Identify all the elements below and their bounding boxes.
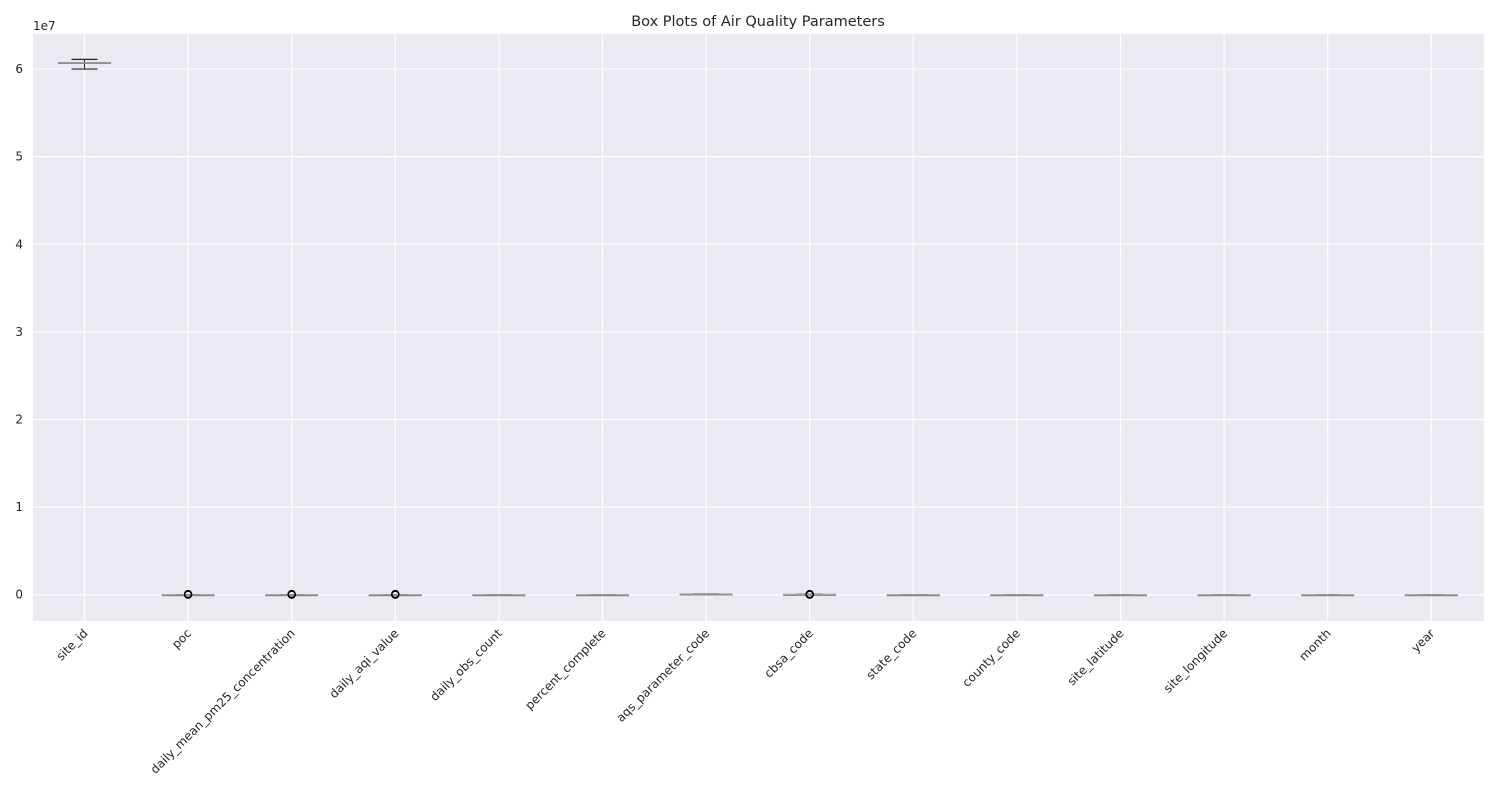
y-tick-label: 0 <box>15 588 23 602</box>
x-tick-label: site_longitude <box>1161 626 1230 695</box>
x-tick-label: percent_complete <box>522 626 608 712</box>
x-tick-label: aqs_parameter_code <box>614 626 713 725</box>
plot-area-background <box>33 34 1484 621</box>
y-tick-label: 6 <box>15 62 23 76</box>
x-tick-label: cbsa_code <box>762 626 816 680</box>
box-county_code <box>990 594 1044 597</box>
x-tick-label: daily_aqi_value <box>327 626 402 701</box>
box-site_longitude <box>1197 594 1251 597</box>
y-scale-offset-label: 1e7 <box>33 19 56 33</box>
grid-lines <box>33 34 1484 621</box>
box-year <box>1404 594 1458 597</box>
box-cbsa_code <box>783 589 837 599</box>
outlier-point <box>287 589 296 599</box>
x-tick-label: site_latitude <box>1065 626 1127 688</box>
box-site_latitude <box>1094 594 1147 597</box>
box-percent_complete <box>576 594 629 597</box>
y-tick-label: 1 <box>15 500 23 514</box>
box-daily_aqi_value <box>368 589 422 599</box>
x-tick-label: daily_mean_pm25_concentration <box>148 626 298 776</box>
box-series <box>58 58 1458 599</box>
x-tick-label: year <box>1409 626 1438 655</box>
chart-title: Box Plots of Air Quality Parameters <box>631 14 885 30</box>
x-tick-label: poc <box>169 626 194 651</box>
box-month <box>1301 594 1355 597</box>
x-tick-label: site_id <box>53 626 90 663</box>
y-tick-label: 4 <box>15 237 23 251</box>
x-tick-label: daily_obs_count <box>427 626 505 704</box>
y-axis-ticks: 0 1 2 3 4 5 6 <box>15 62 23 602</box>
box-site_id <box>58 58 111 70</box>
box-state_code <box>886 594 940 597</box>
outlier-point <box>805 589 814 599</box>
x-tick-label: county_code <box>959 626 1023 690</box>
box-daily_mean_pm25_concentration <box>265 589 319 599</box>
y-tick-label: 2 <box>15 412 23 426</box>
x-tick-label: state_code <box>863 626 919 682</box>
x-tick-label: month <box>1296 626 1333 663</box>
y-tick-label: 5 <box>15 150 23 164</box>
outlier-point <box>391 589 400 599</box>
y-tick-label: 3 <box>15 325 23 339</box>
outlier-point <box>184 589 193 599</box>
box-daily_obs_count <box>472 594 526 597</box>
box-poc <box>161 589 215 599</box>
box-aqs_parameter_code <box>679 593 733 596</box>
